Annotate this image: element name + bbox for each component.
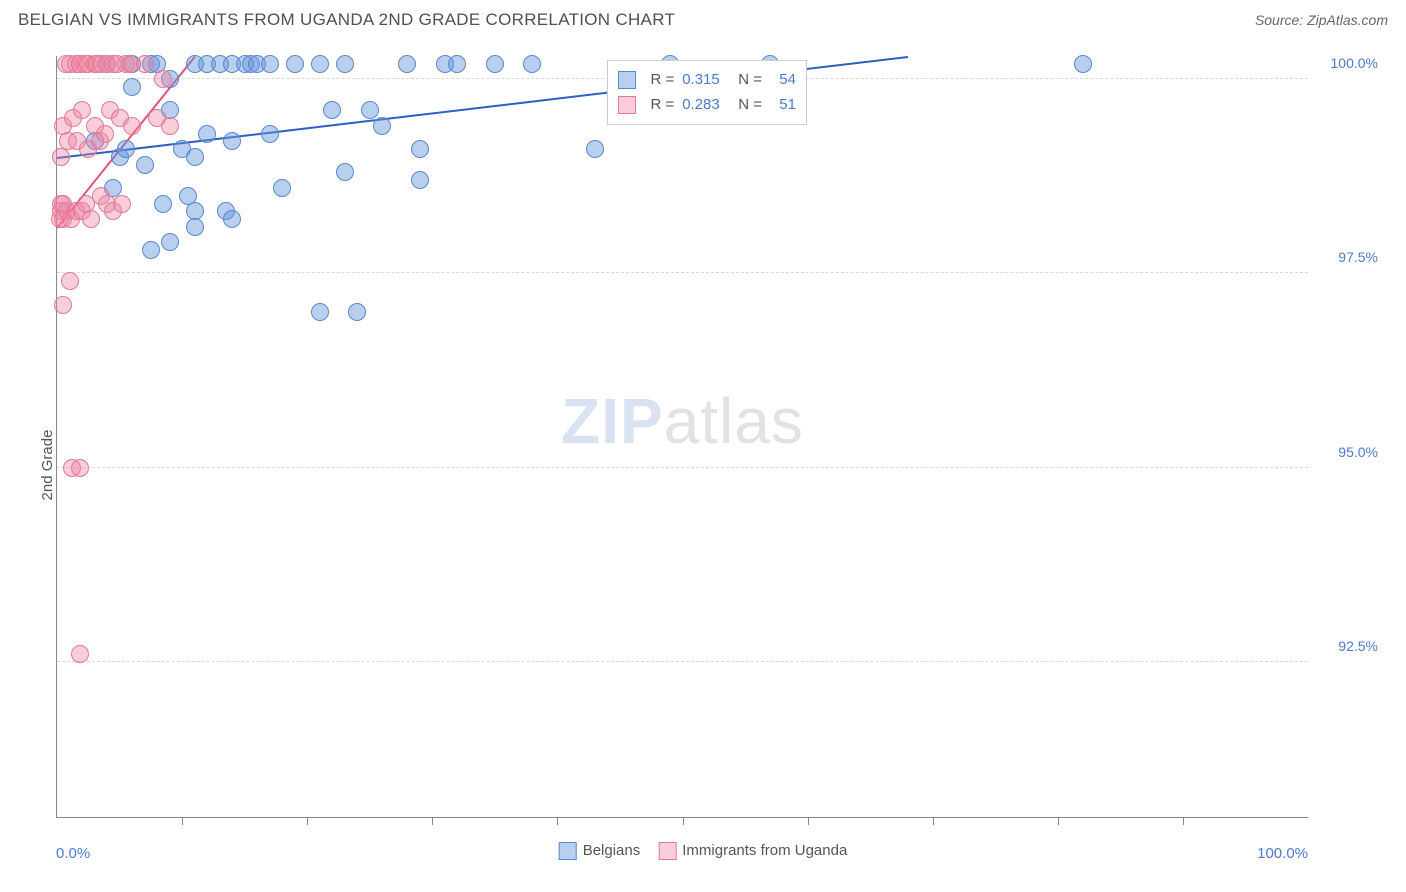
source-label: Source: ZipAtlas.com bbox=[1255, 12, 1388, 28]
x-tick bbox=[557, 817, 558, 825]
data-point bbox=[54, 296, 72, 314]
data-point bbox=[61, 272, 79, 290]
data-point bbox=[1074, 55, 1092, 73]
data-point bbox=[411, 171, 429, 189]
x-tick bbox=[307, 817, 308, 825]
data-point bbox=[311, 55, 329, 73]
stats-n-label: N = bbox=[738, 92, 762, 118]
data-point bbox=[198, 125, 216, 143]
data-point bbox=[323, 101, 341, 119]
data-point bbox=[123, 78, 141, 96]
data-point bbox=[361, 101, 379, 119]
data-point bbox=[96, 125, 114, 143]
x-tick bbox=[933, 817, 934, 825]
data-point bbox=[261, 125, 279, 143]
legend-label: Immigrants from Uganda bbox=[682, 842, 847, 859]
data-point bbox=[71, 459, 89, 477]
gridline-y bbox=[57, 272, 1308, 273]
data-point bbox=[71, 645, 89, 663]
x-axis-max-label: 100.0% bbox=[1257, 845, 1308, 862]
stats-box: R = 0.315 N = 54 R = 0.283 N = 51 bbox=[607, 60, 807, 125]
x-tick bbox=[1183, 817, 1184, 825]
y-axis-label: 2nd Grade bbox=[39, 430, 56, 501]
x-tick bbox=[432, 817, 433, 825]
y-tick-label: 95.0% bbox=[1318, 444, 1378, 460]
chart-container: 2nd Grade ZIPatlas 100.0% 97.5% 95.0% 92.5%… bbox=[18, 48, 1388, 882]
chart-title: BELGIAN VS IMMIGRANTS FROM UGANDA 2ND GR… bbox=[18, 10, 675, 30]
legend-item: Belgians bbox=[559, 842, 641, 860]
x-tick bbox=[683, 817, 684, 825]
data-point bbox=[261, 55, 279, 73]
x-tick bbox=[808, 817, 809, 825]
legend-label: Belgians bbox=[583, 842, 641, 859]
data-point bbox=[411, 140, 429, 158]
data-point bbox=[273, 179, 291, 197]
stats-r-label: R = bbox=[650, 67, 674, 93]
x-tick bbox=[182, 817, 183, 825]
y-tick-label: 97.5% bbox=[1318, 249, 1378, 265]
watermark-atlas: atlas bbox=[664, 385, 804, 457]
data-point bbox=[373, 117, 391, 135]
legend: Belgians Immigrants from Uganda bbox=[559, 842, 848, 860]
stats-r-value: 0.283 bbox=[682, 92, 730, 118]
stats-row: R = 0.283 N = 51 bbox=[618, 92, 796, 118]
stats-n-value: 51 bbox=[770, 92, 796, 118]
data-point bbox=[123, 117, 141, 135]
stats-swatch bbox=[618, 96, 636, 114]
data-point bbox=[52, 148, 70, 166]
data-point bbox=[136, 156, 154, 174]
data-point bbox=[186, 218, 204, 236]
plot-area: ZIPatlas 100.0%97.5%95.0%92.5%R =0.315N … bbox=[56, 56, 1308, 818]
gridline-y bbox=[57, 661, 1308, 662]
stats-r-label: R = bbox=[650, 92, 674, 118]
data-point bbox=[336, 55, 354, 73]
watermark: ZIPatlas bbox=[561, 384, 804, 458]
data-point bbox=[348, 303, 366, 321]
x-tick bbox=[1058, 817, 1059, 825]
stats-r-value: 0.315 bbox=[682, 67, 730, 93]
data-point bbox=[73, 101, 91, 119]
data-point bbox=[448, 55, 466, 73]
data-point bbox=[161, 233, 179, 251]
stats-row: R = 0.315 N = 54 bbox=[618, 67, 796, 93]
data-point bbox=[186, 148, 204, 166]
legend-swatch bbox=[559, 842, 577, 860]
data-point bbox=[223, 210, 241, 228]
data-point bbox=[586, 140, 604, 158]
y-tick-label: 100.0% bbox=[1318, 55, 1378, 71]
data-point bbox=[223, 132, 241, 150]
stats-n-value: 54 bbox=[770, 67, 796, 93]
data-point bbox=[142, 241, 160, 259]
x-axis-min-label: 0.0% bbox=[56, 845, 90, 862]
stats-n-label: N = bbox=[738, 67, 762, 93]
data-point bbox=[286, 55, 304, 73]
data-point bbox=[311, 303, 329, 321]
stats-swatch bbox=[618, 71, 636, 89]
watermark-zip: ZIP bbox=[561, 385, 664, 457]
legend-swatch bbox=[658, 842, 676, 860]
y-tick-label: 92.5% bbox=[1318, 638, 1378, 654]
data-point bbox=[136, 55, 154, 73]
data-point bbox=[486, 55, 504, 73]
data-point bbox=[398, 55, 416, 73]
legend-item: Immigrants from Uganda bbox=[658, 842, 847, 860]
data-point bbox=[117, 140, 135, 158]
data-point bbox=[113, 195, 131, 213]
data-point bbox=[154, 195, 172, 213]
data-point bbox=[161, 117, 179, 135]
data-point bbox=[82, 210, 100, 228]
data-point bbox=[523, 55, 541, 73]
data-point bbox=[336, 163, 354, 181]
data-point bbox=[154, 70, 172, 88]
gridline-y bbox=[57, 467, 1308, 468]
